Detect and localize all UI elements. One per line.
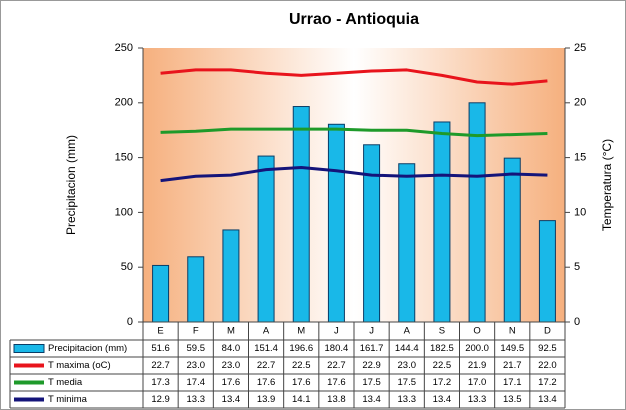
table-value: 22.7	[151, 360, 170, 371]
y2-tick-label: 0	[574, 316, 580, 328]
table-value: 23.0	[187, 360, 206, 371]
bar	[327, 123, 345, 323]
y2-tick-label: 5	[574, 261, 580, 273]
table-value: 59.5	[187, 343, 206, 354]
y-axis-label: Precipitacion (mm)	[64, 135, 78, 235]
table-value: 13.3	[468, 394, 487, 405]
table-value: 17.5	[398, 377, 417, 388]
table-value: 22.7	[327, 360, 346, 371]
table-value: 144.4	[395, 343, 419, 354]
table-value: 14.1	[292, 394, 311, 405]
table-value: 21.7	[503, 360, 522, 371]
y-tick-label: 150	[115, 152, 133, 164]
line	[160, 165, 548, 183]
y2-tick-label: 25	[574, 42, 586, 54]
y-tick-label: 50	[121, 261, 133, 273]
table-value: 17.3	[151, 377, 170, 388]
table-value: 17.5	[362, 377, 381, 388]
table-value: 22.0	[538, 360, 557, 371]
y-tick-label: 0	[127, 316, 133, 328]
bar	[292, 106, 310, 323]
table-value: 13.4	[538, 394, 557, 405]
table-value: 22.9	[362, 360, 381, 371]
table-value: 17.6	[222, 377, 241, 388]
legend-swatch	[13, 344, 45, 353]
bar	[187, 256, 205, 323]
table-value: 13.8	[327, 394, 346, 405]
table-value: 17.6	[257, 377, 276, 388]
y2-tick-label: 15	[574, 152, 586, 164]
bar	[222, 229, 240, 323]
table-value: 13.3	[398, 394, 417, 405]
plot-area	[143, 48, 565, 322]
x-tick-label: J	[369, 326, 374, 337]
table-value: 21.9	[468, 360, 487, 371]
table-value: 84.0	[222, 343, 241, 354]
table-value: 161.7	[360, 343, 384, 354]
table-value: 13.4	[433, 394, 452, 405]
table-value: 22.5	[433, 360, 452, 371]
table-value: 17.4	[187, 377, 206, 388]
x-tick-label: M	[297, 326, 305, 337]
x-tick-label: S	[439, 326, 445, 337]
table-value: 23.0	[398, 360, 417, 371]
bar	[257, 155, 275, 323]
table-value: 13.4	[362, 394, 381, 405]
line	[160, 127, 548, 138]
table-value: 182.5	[430, 343, 454, 354]
x-tick-label: N	[509, 326, 516, 337]
bar	[398, 163, 416, 323]
legend-label: T media	[48, 377, 83, 388]
table-value: 51.6	[151, 343, 170, 354]
table-value: 149.5	[500, 343, 524, 354]
bar	[363, 144, 381, 323]
legend-label: Precipitacion (mm)	[48, 343, 127, 354]
x-tick-label: O	[473, 326, 480, 337]
y2-tick-label: 10	[574, 206, 586, 218]
x-tick-label: D	[544, 326, 551, 337]
table-value: 196.6	[289, 343, 313, 354]
x-tick-label: A	[404, 326, 411, 337]
table-value: 92.5	[538, 343, 557, 354]
y-tick-label: 250	[115, 42, 133, 54]
y-tick-label: 100	[115, 206, 133, 218]
table-value: 17.0	[468, 377, 487, 388]
table-value: 23.0	[222, 360, 241, 371]
line	[160, 68, 548, 86]
table-value: 180.4	[325, 343, 349, 354]
x-tick-label: E	[157, 326, 163, 337]
table-value: 13.5	[503, 394, 522, 405]
bar	[538, 220, 556, 323]
x-tick-label: M	[227, 326, 235, 337]
table-value: 17.1	[503, 377, 522, 388]
x-tick-label: J	[334, 326, 339, 337]
bar	[152, 264, 170, 323]
legend-label: T maxima (oC)	[48, 360, 111, 371]
x-tick-label: A	[263, 326, 270, 337]
x-tick-label: F	[193, 326, 199, 337]
table-value: 22.7	[257, 360, 276, 371]
table-value: 22.5	[292, 360, 311, 371]
bar	[503, 157, 521, 323]
table-value: 151.4	[254, 343, 278, 354]
y2-tick-label: 20	[574, 97, 586, 109]
table-value: 17.2	[538, 377, 557, 388]
legend-label: T minima	[48, 394, 88, 405]
table-value: 17.2	[433, 377, 452, 388]
table-value: 17.6	[327, 377, 346, 388]
chart-title: Urrao - Antioquia	[289, 11, 419, 28]
table-value: 200.0	[465, 343, 489, 354]
table-value: 17.6	[292, 377, 311, 388]
table-value: 13.3	[187, 394, 206, 405]
bar	[433, 121, 451, 323]
table-value: 13.9	[257, 394, 276, 405]
y-tick-label: 200	[115, 97, 133, 109]
table-value: 13.4	[222, 394, 241, 405]
y2-axis-label: Temperatura (°C)	[600, 139, 614, 231]
table-value: 12.9	[151, 394, 170, 405]
